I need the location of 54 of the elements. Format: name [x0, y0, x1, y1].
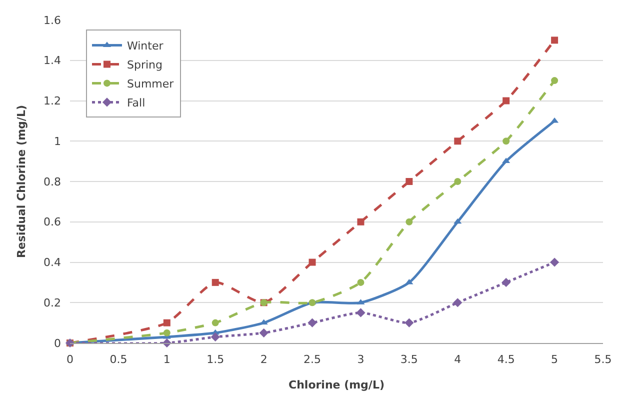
y-tick-label: 1.6	[44, 14, 61, 27]
x-tick-label: 4	[454, 353, 462, 366]
point	[357, 218, 364, 226]
x-tick-label: 2.5	[304, 353, 322, 366]
point	[551, 36, 558, 44]
legend-label: Spring	[126, 58, 162, 72]
x-tick-label: 3	[357, 353, 364, 366]
point	[405, 278, 414, 284]
point	[163, 319, 170, 326]
point	[406, 218, 413, 226]
point	[550, 258, 560, 267]
y-axis-title: Residual Chlorine (mg/L)	[15, 105, 28, 258]
point	[551, 77, 558, 84]
y-tick-label: 0	[54, 336, 61, 350]
y-tick-label: 1.4	[44, 54, 61, 68]
point	[454, 178, 462, 185]
y-tick-label: 0.8	[44, 175, 61, 188]
legend-label: Summer	[126, 77, 174, 90]
y-tick-label: 1.2	[44, 94, 61, 108]
point	[502, 138, 510, 145]
x-tick-label: 4.5	[497, 353, 515, 366]
point	[453, 298, 462, 308]
x-tick-label: 0.5	[110, 353, 128, 366]
point	[550, 117, 559, 123]
x-tick-label: 3.5	[400, 353, 418, 366]
point	[502, 278, 511, 287]
point	[308, 318, 317, 328]
x-tick-label: 1.5	[206, 353, 224, 366]
legend-label: Fall	[126, 96, 146, 110]
x-tick-label: 0	[66, 353, 74, 366]
point	[163, 329, 170, 336]
y-tick-label: 0.2	[44, 296, 61, 310]
point	[308, 258, 316, 266]
x-tick-label: 1	[163, 353, 170, 366]
point	[454, 138, 462, 145]
y-tick-label: 0.6	[44, 216, 61, 229]
x-tick-label: 5.5	[594, 353, 612, 366]
point	[210, 332, 220, 342]
x-tick-label: 2	[260, 353, 268, 366]
point	[357, 278, 364, 286]
x-axis-title: Chlorine (mg/L)	[288, 378, 384, 392]
point	[212, 278, 219, 286]
point	[502, 97, 510, 104]
x-tick-label: 5	[551, 353, 558, 366]
point	[454, 218, 462, 224]
point	[404, 318, 414, 328]
point	[212, 319, 219, 326]
point	[356, 308, 366, 318]
y-tick-label: 1	[54, 134, 61, 148]
y-tick-label: 0.4	[44, 256, 61, 270]
point	[259, 328, 268, 338]
point	[406, 178, 413, 185]
point	[502, 158, 510, 164]
legend-label: Winter	[126, 39, 164, 52]
